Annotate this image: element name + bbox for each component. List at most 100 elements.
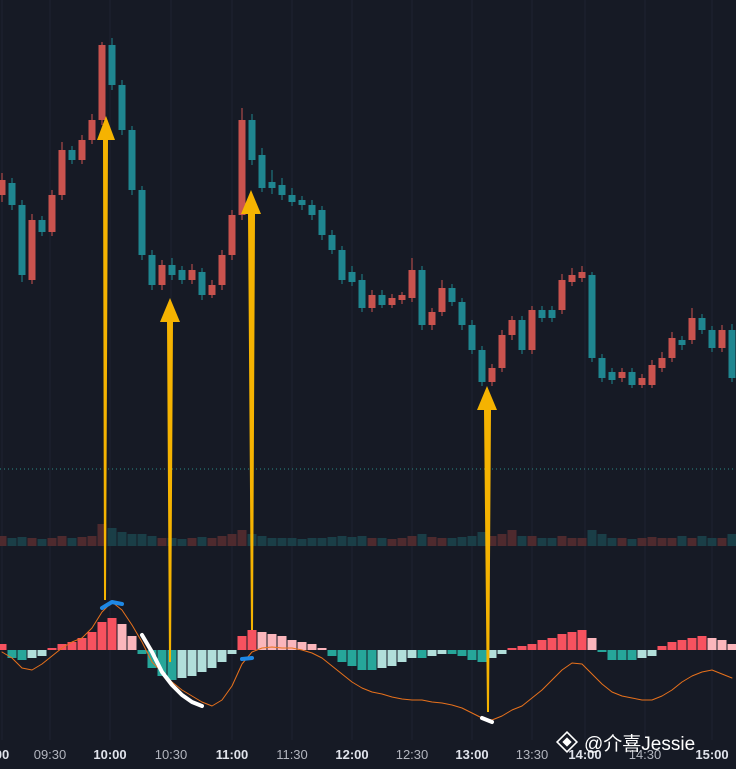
volume-bar xyxy=(287,538,297,546)
candle-body xyxy=(338,250,346,280)
volume-bar xyxy=(467,536,477,546)
x-tick-label: 10:00 xyxy=(93,747,126,762)
volume-bar xyxy=(407,536,417,546)
x-tick-label: 14:00 xyxy=(568,747,601,762)
volume-bar xyxy=(67,538,77,546)
candle-body xyxy=(658,358,666,368)
candle-panel xyxy=(0,38,736,388)
histogram-bar xyxy=(17,650,27,660)
volume-bar xyxy=(537,538,547,546)
volume-bar xyxy=(457,537,467,546)
histogram-bar xyxy=(617,650,627,660)
x-tick-label: 14:30 xyxy=(629,747,662,762)
histogram-bar xyxy=(517,646,527,650)
volume-bar xyxy=(517,536,527,546)
histogram-bar xyxy=(597,650,607,652)
histogram-bar xyxy=(7,650,17,658)
candle-body xyxy=(418,270,426,325)
candle-body xyxy=(128,130,136,190)
volume-bar xyxy=(117,532,127,546)
candle-body xyxy=(668,338,676,358)
volume-bar xyxy=(0,536,7,546)
histogram-bar xyxy=(227,650,237,654)
histogram-bar xyxy=(107,618,117,650)
volume-bar xyxy=(97,524,107,546)
watermark: @介喜Jessie xyxy=(555,730,695,755)
histogram-bar xyxy=(677,640,687,650)
x-tick-label: 12:30 xyxy=(396,747,429,762)
x-tick-label: 09:30 xyxy=(34,747,67,762)
histogram-bar xyxy=(137,650,147,654)
candle-body xyxy=(188,270,196,280)
histogram-bar xyxy=(117,624,127,650)
histogram-bar xyxy=(347,650,357,666)
histogram-bar xyxy=(567,632,577,650)
histogram-bar xyxy=(707,638,717,650)
histogram-bar xyxy=(147,650,157,668)
candle-body xyxy=(608,372,616,380)
histogram-bar xyxy=(237,636,247,650)
volume-bar xyxy=(477,532,487,546)
candle-body xyxy=(368,295,376,308)
volume-bar xyxy=(207,538,217,546)
volume-bar xyxy=(337,536,347,546)
histogram-bar xyxy=(577,630,587,650)
histogram-bar xyxy=(377,650,387,668)
x-tick-label: 11:00 xyxy=(216,747,249,762)
histogram-bar xyxy=(457,650,467,656)
candle-body xyxy=(8,183,16,205)
histogram-bar xyxy=(87,632,97,650)
macd-line xyxy=(140,633,494,724)
volume-bar xyxy=(87,536,97,546)
candle-body xyxy=(408,270,416,298)
candle-body xyxy=(28,220,36,280)
histogram-bar xyxy=(47,648,57,650)
volume-bar xyxy=(47,538,57,546)
volume-bar xyxy=(727,534,736,546)
annotation-arrows xyxy=(97,116,497,712)
candle-body xyxy=(568,275,576,282)
macd-line xyxy=(100,600,254,661)
volume-bar xyxy=(57,536,67,546)
candle-body xyxy=(498,335,506,368)
volume-bar xyxy=(197,537,207,546)
histogram-bar xyxy=(667,642,677,650)
volume-bar xyxy=(707,538,717,546)
histogram-bar xyxy=(587,638,597,650)
candle-body xyxy=(48,195,56,232)
candle-body xyxy=(218,255,226,285)
volume-bar xyxy=(487,536,497,546)
candle-body xyxy=(548,310,556,318)
candle-body xyxy=(328,235,336,250)
candle-body xyxy=(118,85,126,130)
histogram-bar xyxy=(367,650,377,670)
candle-body xyxy=(718,330,726,348)
volume-bar xyxy=(677,536,687,546)
candle-body xyxy=(228,215,236,255)
volume-bar xyxy=(107,528,117,546)
histogram-bar xyxy=(257,632,267,650)
volume-bar xyxy=(417,534,427,546)
candle-body xyxy=(518,320,526,350)
candle-body xyxy=(308,205,316,215)
histogram-bar xyxy=(167,650,177,680)
volume-bar xyxy=(697,536,707,546)
histogram-bar xyxy=(387,650,397,666)
candle-body xyxy=(38,220,46,232)
volume-bar xyxy=(627,539,637,546)
candle-body xyxy=(88,120,96,140)
x-tick-label: 13:30 xyxy=(516,747,549,762)
histogram-bar xyxy=(27,650,37,658)
volume-bar xyxy=(187,538,197,546)
candle-body xyxy=(588,275,596,358)
histogram-bar xyxy=(427,650,437,656)
histogram-bar xyxy=(697,636,707,650)
arrow xyxy=(160,298,180,662)
candle-body xyxy=(178,270,186,280)
volume-bar xyxy=(437,538,447,546)
candle-body xyxy=(508,320,516,335)
candle-body xyxy=(638,378,646,385)
x-axis: 00 09:30 10:00 10:30 11:00 11:30 12:00 12:30 13:… xyxy=(0,747,729,762)
volume-bar xyxy=(547,538,557,546)
